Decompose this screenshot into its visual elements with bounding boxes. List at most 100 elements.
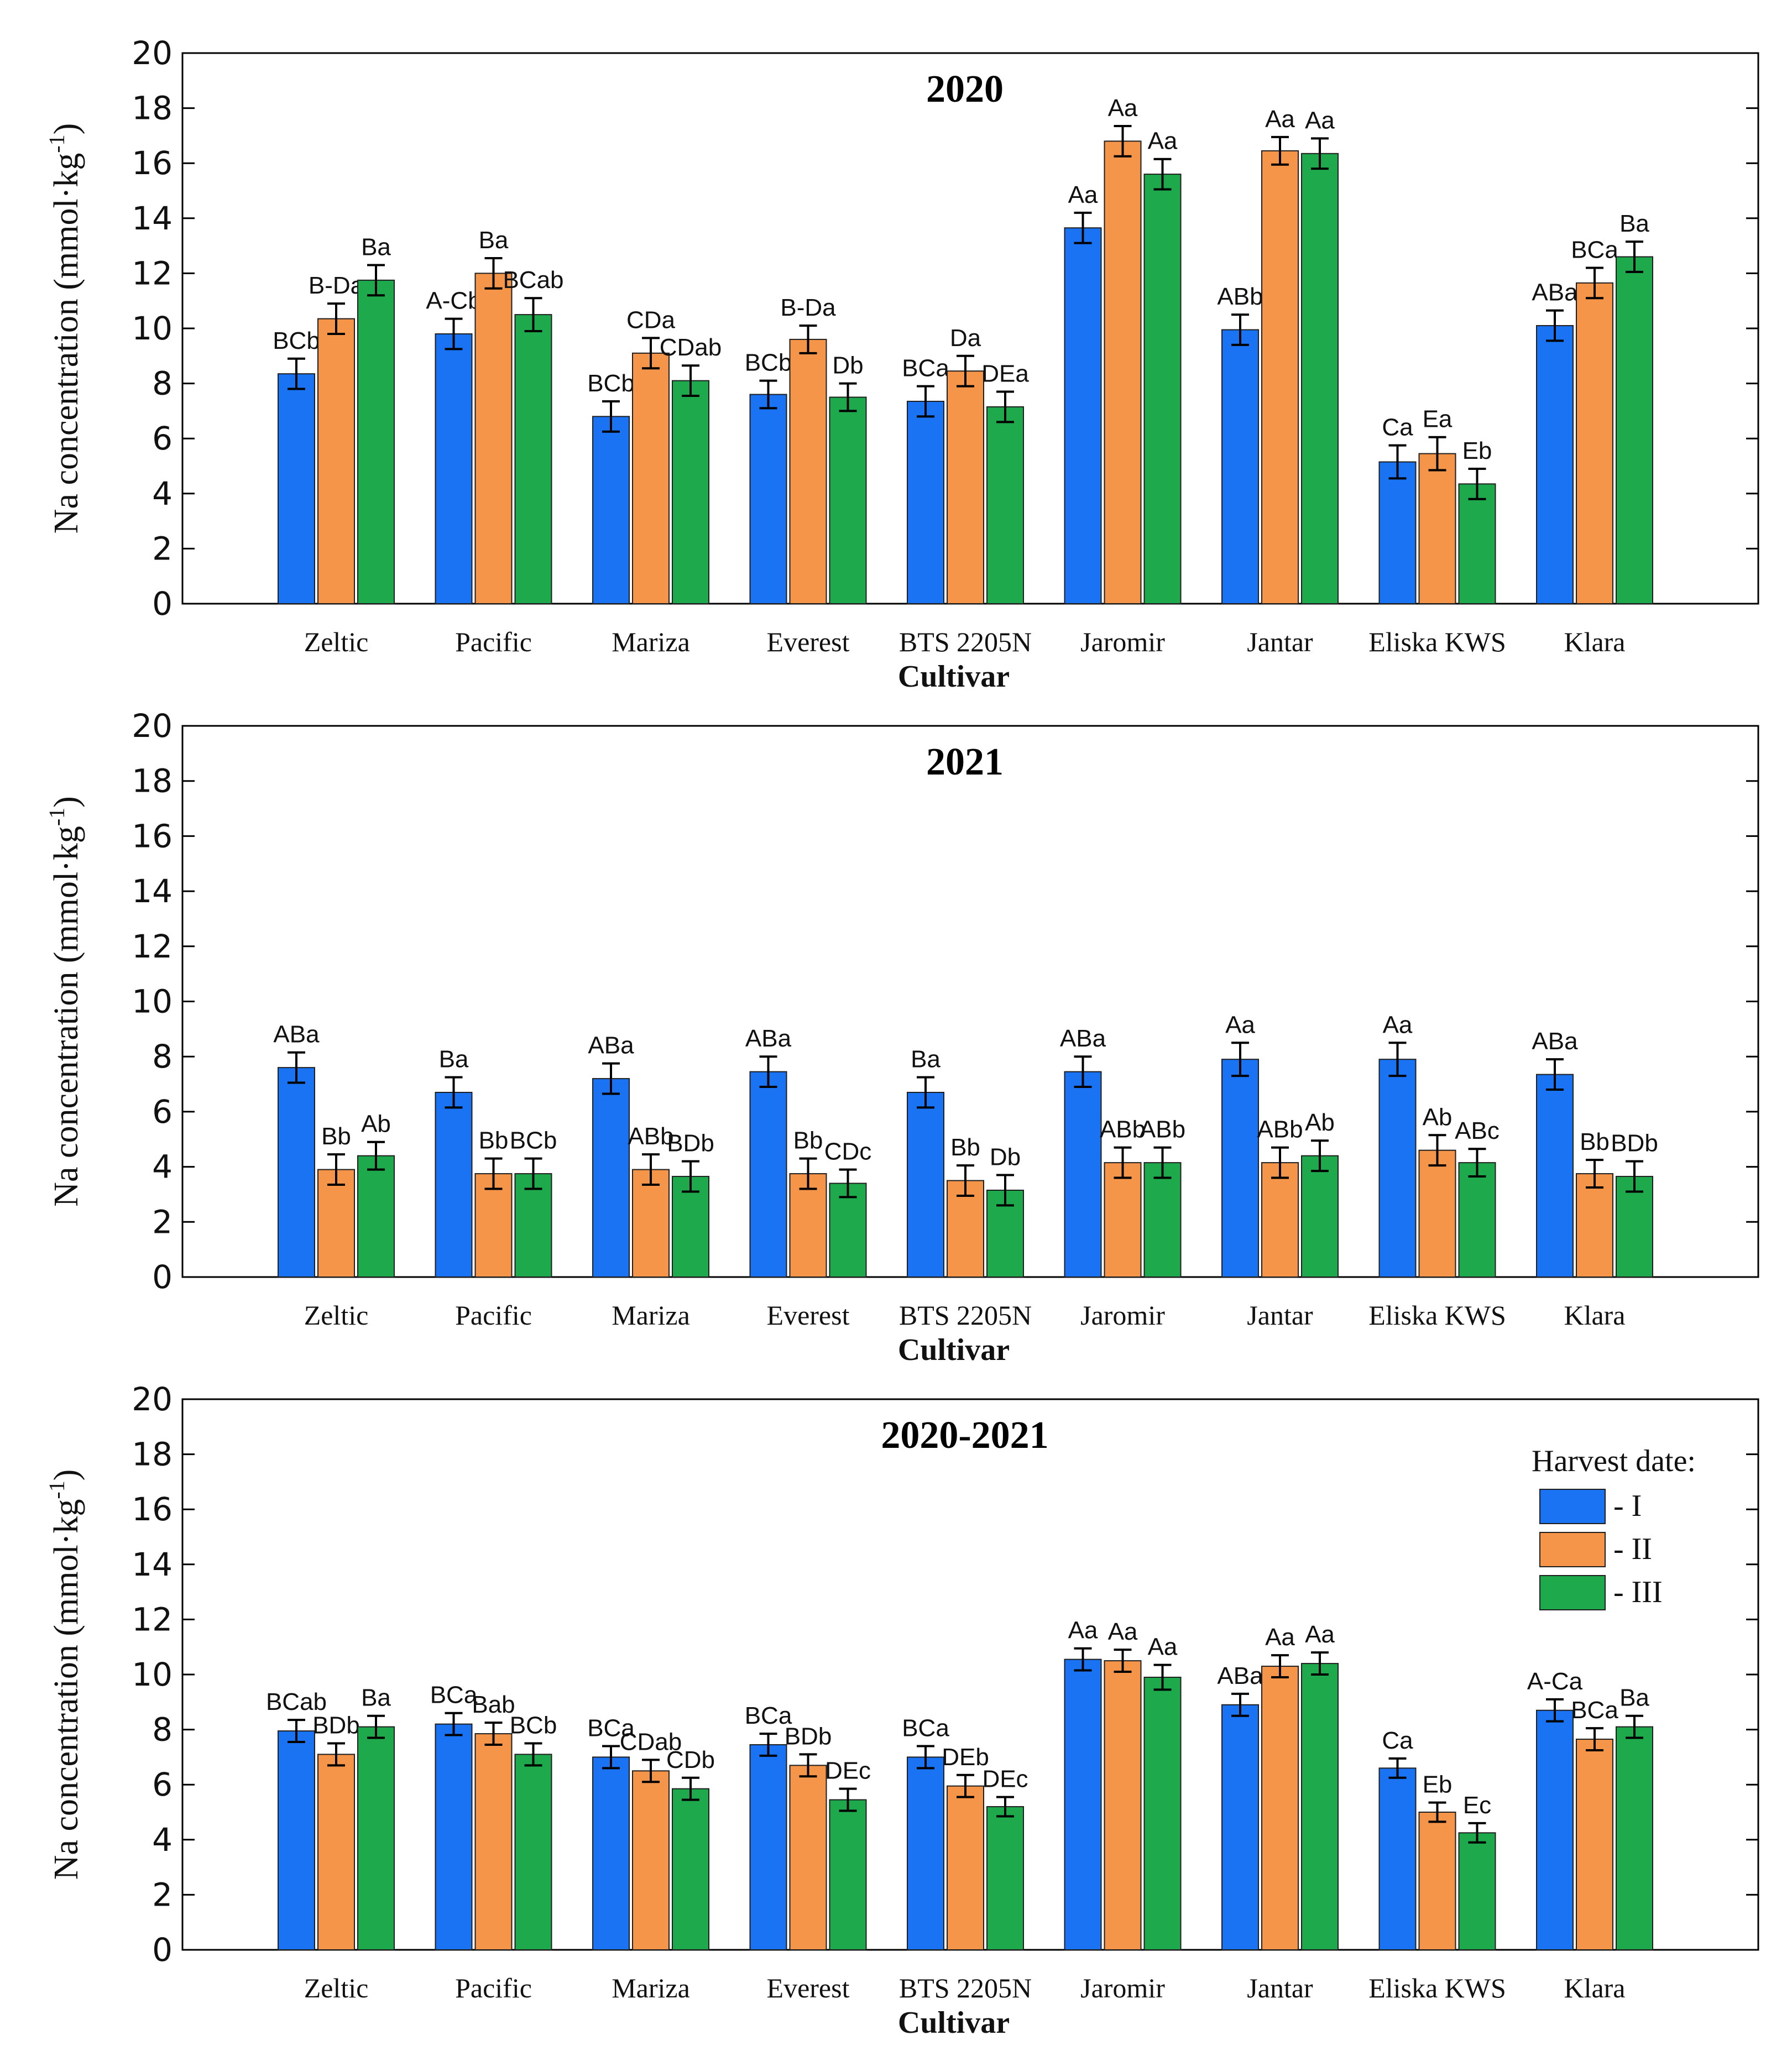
bar-series-1 [632,1770,670,1951]
bar-letter-label: Eb [1423,1771,1453,1798]
bar-letter-label: CDab [660,334,722,361]
y-tick-label: 2 [152,1203,173,1241]
bar-letter-label: BCb [510,1127,557,1154]
y-tick-label: 0 [152,1931,173,1969]
category-label: Pacific [455,626,532,657]
bar-letter-label: Bb [321,1123,351,1150]
bar-series-0 [592,1756,630,1950]
bar-series-2 [829,1799,867,1951]
legend-swatch-0 [1539,1489,1606,1524]
y-tick-label: 20 [132,34,173,72]
bar-series-2 [672,1176,709,1278]
bar-letter-label: Aa [1383,1011,1413,1038]
bar-letter-label: Bb [479,1127,509,1154]
bar-letter-label: Aa [1068,181,1098,208]
bar-series-2 [1301,1155,1339,1278]
bar-letter-label: ABc [1455,1117,1500,1144]
legend-label: - III [1613,1575,1663,1609]
x-axis-title: Cultivar [898,1333,1010,1367]
bar-letter-label: Db [832,352,863,379]
bar-series-2 [829,396,867,604]
bar-letter-label: Db [990,1144,1021,1171]
bar-series-1 [1104,1660,1142,1951]
bar-letter-label: Aa [1108,1618,1138,1645]
bar-letter-label: ABb [1257,1116,1303,1143]
bar-letter-label: Ab [1423,1103,1453,1131]
bar-series-2 [357,1155,395,1278]
bar-letter-label: DEc [825,1757,871,1785]
y-tick-label: 8 [152,1038,173,1075]
y-tick-label: 14 [132,200,173,237]
bar-series-0 [1064,227,1102,605]
bar-letter-label: BDb [667,1130,714,1157]
bar-letter-label: Aa [1068,1617,1098,1644]
bar-letter-label: Aa [1108,95,1138,122]
bar-letter-label: Eb [1462,437,1492,464]
category-label: BTS 2205N [899,1972,1032,2003]
bar-letter-label: BCab [266,1688,327,1715]
bar-letter-label: BCa [1571,236,1618,263]
bar-series-2 [357,1726,395,1951]
bar-series-1 [1104,140,1142,605]
y-axis-title: Na concentration (mmol·kg-1) [44,1469,85,1880]
bar-series-0 [592,416,630,604]
bar-series-0 [1536,1074,1574,1278]
y-tick-label: 10 [132,983,173,1021]
bar-letter-label: BCb [273,327,320,354]
bar-series-0 [1378,461,1417,605]
bar-letter-label: Bb [1580,1128,1610,1155]
category-label: Eliska KWS [1368,1972,1506,2003]
y-tick-label: 10 [132,1656,173,1693]
y-axis-title: Na concentration (mmol·kg-1) [44,796,85,1207]
legend-label: - I [1613,1489,1642,1523]
bar-series-1 [947,370,984,604]
y-tick-label: 20 [132,707,173,745]
y-tick-label: 12 [132,254,173,292]
y-tick-label: 12 [132,1600,173,1638]
bar-letter-label: DEb [942,1744,989,1771]
bar-letter-label: Ab [361,1111,391,1138]
y-tick-label: 2 [152,530,173,567]
category-label: Pacific [455,1972,532,2003]
bar-series-1 [1104,1162,1142,1278]
category-label: Jaromir [1080,1300,1165,1331]
y-tick-label: 6 [152,1093,173,1131]
bar-series-2 [1143,1162,1182,1278]
bar-letter-label: Aa [1305,1621,1335,1648]
y-tick-label: 6 [152,420,173,457]
bar-letter-label: Aa [1265,106,1295,133]
panel-title: 2020-2021 [881,1414,1048,1457]
bar-series-0 [1064,1071,1102,1278]
bar-letter-label: Ba [1619,210,1649,237]
bar-series-2 [1616,256,1653,604]
bar-letter-label: ABb [1217,283,1263,310]
bar-series-0 [1221,1059,1259,1278]
category-label: Everest [767,1300,850,1331]
y-tick-label: 4 [152,1821,173,1859]
bar-series-0 [435,1723,473,1950]
legend-title: Harvest date: [1532,1444,1696,1478]
category-label: Mariza [612,1972,690,2003]
bar-series-1 [317,1169,355,1278]
bar-letter-label: ABb [1140,1116,1185,1143]
y-tick-label: 2 [152,1876,173,1913]
bar-letter-label: B-Da [309,272,364,299]
y-tick-label: 10 [132,310,173,347]
category-label: Jantar [1247,1972,1313,2003]
panel-title: 2021 [926,741,1004,783]
bar-letter-label: Aa [1225,1011,1255,1038]
bar-series-1 [789,338,827,604]
bar-series-1 [789,1173,827,1278]
panel-title: 2020 [926,68,1004,111]
y-tick-label: 4 [152,475,173,512]
bar-series-0 [907,400,944,604]
bar-series-1 [1261,1162,1299,1278]
category-label: Mariza [612,626,690,657]
bar-series-1 [1261,1666,1299,1951]
bar-letter-label: CDc [824,1138,872,1165]
bar-series-1 [1418,453,1456,605]
bar-letter-label: BCb [510,1712,557,1739]
chart-panel-2: 0 2 4 6 8 10 12 14 16 18 20 Na concentration (mmol·… [44,1380,1759,2040]
